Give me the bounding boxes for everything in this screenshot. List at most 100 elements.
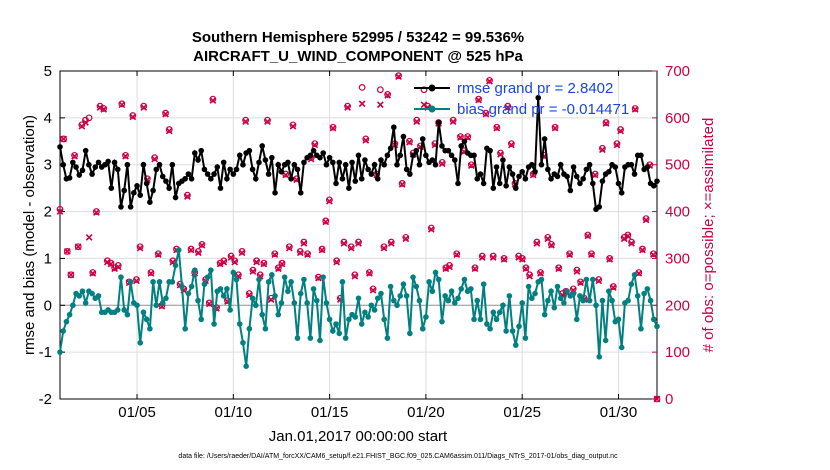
bias-point	[368, 302, 375, 309]
rmse-point	[573, 173, 580, 180]
obs-possible-point	[489, 252, 497, 260]
bias-point	[127, 279, 134, 285]
rmse-point	[124, 161, 131, 168]
bias-point	[634, 293, 641, 299]
rmse-point	[407, 171, 413, 177]
rmse-point	[416, 161, 423, 168]
rmse-point	[381, 161, 387, 168]
bias-point	[644, 286, 651, 292]
bias-point	[615, 316, 622, 323]
obs-possible-point	[427, 224, 435, 232]
rmse-point	[249, 166, 256, 173]
bias-point	[66, 311, 73, 318]
obs-possible-point	[322, 217, 330, 225]
rmse-point	[233, 166, 240, 173]
rmse-point	[86, 161, 92, 168]
bias-point	[606, 288, 612, 295]
obs-assimilated-point	[194, 249, 202, 257]
obs-assimilated-point	[624, 232, 632, 240]
obs-assimilated-point	[96, 104, 104, 111]
bias-point	[307, 335, 314, 341]
bias-point	[89, 290, 95, 297]
bias-point	[429, 288, 436, 295]
obs-assimilated-point	[326, 197, 333, 205]
bias-point	[474, 297, 481, 304]
rmse-point	[541, 136, 548, 142]
rmse-point	[201, 166, 208, 173]
bias-point	[403, 293, 410, 299]
obs-assimilated-point	[315, 274, 322, 282]
bias-point	[532, 290, 538, 297]
obs-possible-point	[344, 102, 351, 110]
obs-assimilated-point	[300, 240, 308, 247]
rmse-point	[182, 175, 188, 182]
obs-possible-point	[609, 283, 617, 290]
obs-assimilated-point	[577, 279, 584, 287]
obs-possible-point	[133, 276, 140, 283]
bias-point	[326, 316, 333, 323]
bias-point	[650, 316, 657, 323]
chart-subtitle: AIRCRAFT_U_WIND_COMPONENT @ 525 hPa	[193, 48, 523, 65]
bias-point	[182, 325, 188, 332]
bias-point	[70, 302, 76, 309]
rmse-point	[384, 152, 391, 159]
rmse-point	[217, 185, 224, 191]
rmse-point	[214, 164, 221, 170]
x-tick-label: 01/05	[118, 404, 156, 421]
obs-possible-point	[278, 259, 286, 267]
bias-point	[609, 297, 615, 304]
obs-possible-point	[369, 285, 377, 293]
obs-possible-point	[271, 250, 279, 258]
bias-point	[564, 288, 570, 295]
rmse-point	[57, 144, 63, 150]
obs-possible-point	[304, 250, 311, 258]
rmse-point	[105, 158, 111, 165]
obs-assimilated-point	[486, 77, 493, 85]
rmse-point	[310, 147, 317, 154]
bias-point	[336, 330, 343, 337]
obs-assimilated-point	[395, 73, 402, 80]
obs-assimilated-point	[333, 258, 341, 266]
bias-point	[208, 267, 214, 273]
obs-assimilated-point	[537, 270, 544, 277]
bias-point	[330, 328, 336, 334]
rmse-point	[140, 161, 147, 168]
bias-point	[143, 316, 150, 323]
obs-assimilated-point	[271, 251, 279, 259]
obs-possible-point	[475, 95, 483, 103]
obs-possible-point	[577, 278, 584, 286]
rmse-point	[89, 171, 95, 177]
obs-assimilated-point	[613, 141, 621, 149]
rmse-point	[195, 157, 201, 163]
obs-assimilated-point	[340, 240, 348, 247]
rmse-point	[496, 180, 503, 187]
obs-possible-point	[289, 121, 297, 129]
rmse-point	[143, 180, 150, 187]
y-right-tick-label: 200	[665, 297, 690, 314]
bias-point	[272, 293, 278, 299]
obs-possible-point	[551, 123, 559, 131]
legend-rmse-marker	[428, 84, 436, 92]
obs-assimilated-point	[380, 244, 388, 252]
bias-point	[362, 309, 368, 316]
obs-assimilated-point	[493, 124, 501, 132]
rmse-point	[188, 175, 195, 182]
bias-point	[487, 325, 493, 332]
obs-possible-point	[227, 252, 235, 260]
obs-assimilated-point	[551, 124, 559, 132]
rmse-point	[477, 171, 484, 177]
obs-possible-point	[395, 72, 402, 80]
obs-assimilated-point	[653, 395, 661, 403]
obs-possible-point	[628, 238, 635, 246]
obs-assimilated-point	[533, 240, 541, 247]
rmse-point	[615, 180, 622, 187]
obs-possible-point	[398, 180, 406, 187]
rmse-point	[545, 166, 551, 173]
bias-point	[413, 283, 420, 290]
bias-point	[217, 286, 224, 292]
bias-point	[570, 290, 577, 297]
obs-assimilated-point	[628, 240, 635, 247]
bias-point	[391, 297, 397, 304]
rmse-point	[403, 166, 410, 173]
